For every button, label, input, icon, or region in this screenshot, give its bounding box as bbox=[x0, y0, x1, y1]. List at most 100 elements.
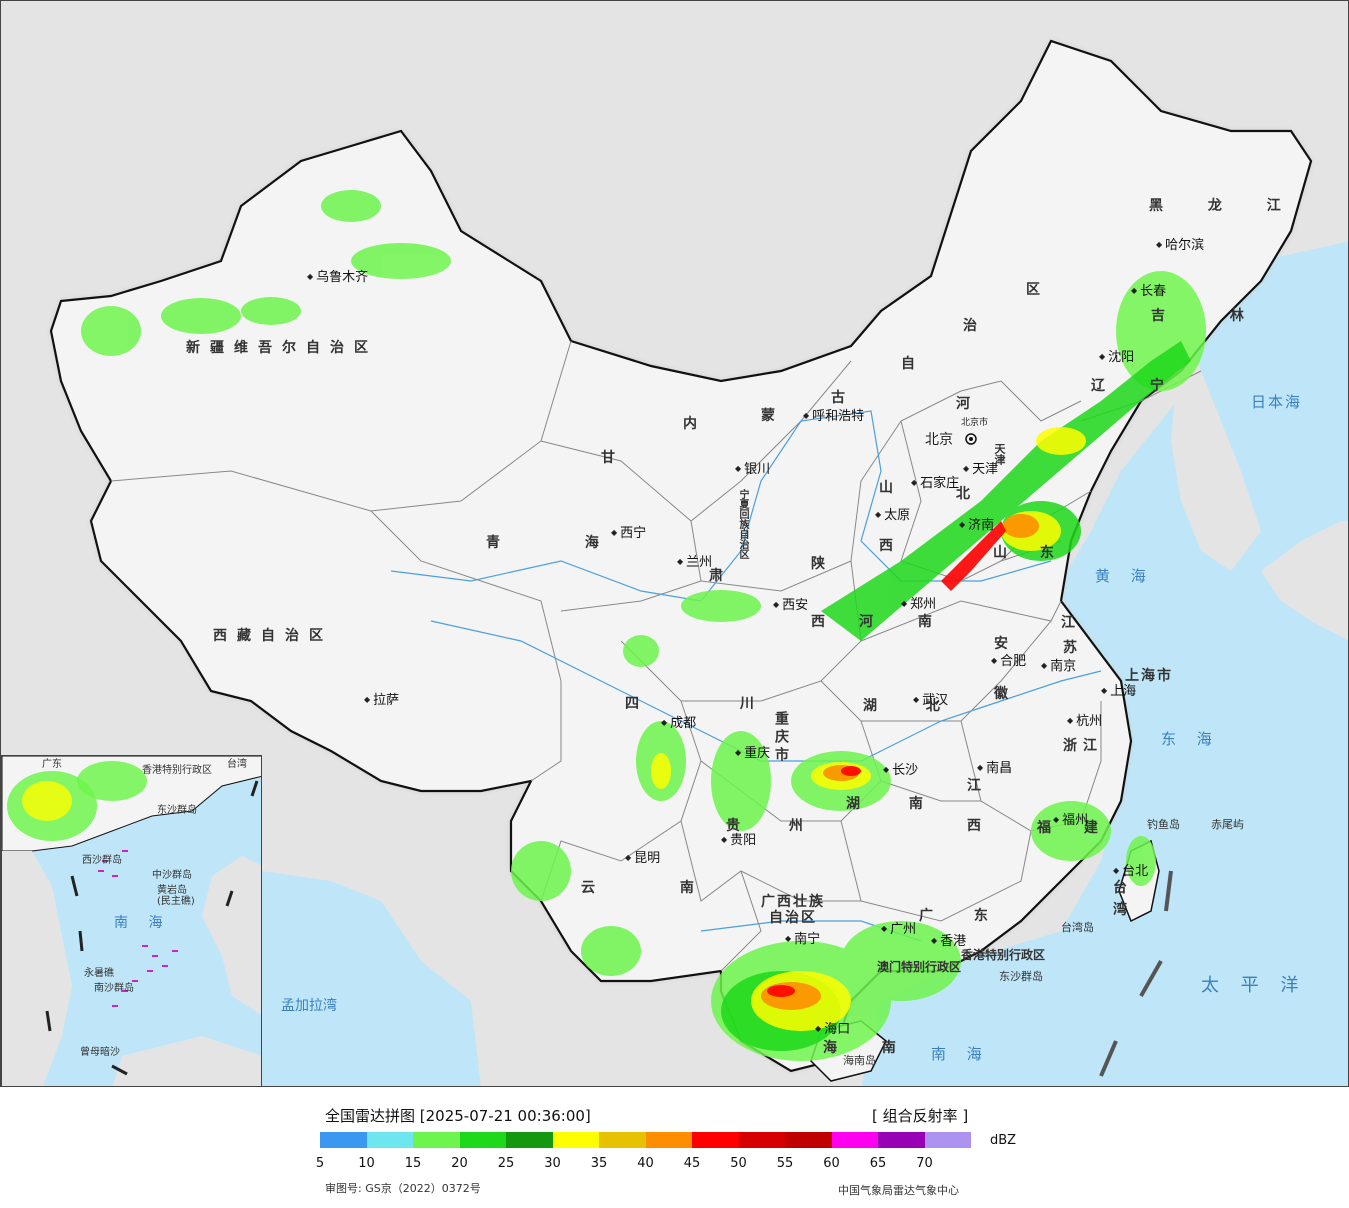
inset-indochina bbox=[2, 851, 72, 1086]
province-label-jilin: 吉 林 bbox=[1151, 308, 1274, 324]
city-guangzhou: 广州 bbox=[881, 923, 916, 936]
legend-swatch-15 bbox=[413, 1132, 460, 1148]
province-label-jiangsu-2: 苏 bbox=[1063, 640, 1087, 656]
city-urumqi: 乌鲁木齐 bbox=[307, 271, 368, 284]
city-lanzhou: 兰州 bbox=[677, 556, 712, 569]
legend-swatch-45 bbox=[692, 1132, 739, 1148]
legend-tick-25: 25 bbox=[497, 1156, 515, 1171]
legend-ticks: 5 10 15 20 25 30 35 40 45 50 55 60 65 70 bbox=[316, 1156, 980, 1172]
legend-swatch-30 bbox=[552, 1132, 599, 1148]
korea-peninsula bbox=[1171, 371, 1261, 571]
city-xining: 西宁 bbox=[611, 527, 646, 540]
province-label-gansu-2: 肃 bbox=[709, 568, 733, 584]
city-shanghai: 上海 bbox=[1101, 685, 1136, 698]
radar-echoes bbox=[81, 190, 1206, 1061]
legend-tick-50: 50 bbox=[730, 1156, 747, 1171]
inset-canvas bbox=[2, 756, 261, 1086]
city-changsha: 长沙 bbox=[883, 764, 918, 777]
south-china-sea-inset: 香港特别行政区 台湾 东沙群岛 广东 西沙群岛 中沙群岛 黄岩岛 (民主礁) 南… bbox=[1, 755, 262, 1086]
province-label-liaoning: 辽 宁 bbox=[1091, 378, 1184, 394]
city-chongqing: 重庆 bbox=[735, 747, 770, 760]
province-label-jiangsu-1: 江 bbox=[1061, 615, 1085, 631]
sea-japan: 日本海 bbox=[1251, 393, 1303, 411]
province-label-jiangxi-1: 江 bbox=[967, 778, 991, 794]
province-label-neimenggu-6: 区 bbox=[1026, 282, 1050, 298]
province-label-qinghai: 青 海 bbox=[486, 535, 639, 551]
legend-tick-65: 65 bbox=[869, 1156, 887, 1171]
map-approval-number: 审图号: GS京（2022）0372号 bbox=[325, 1182, 481, 1195]
inset-hk-label: 香港特别行政区 bbox=[142, 765, 212, 776]
city-fuzhou: 福州 bbox=[1053, 814, 1088, 827]
island-dongsha: 东沙群岛 bbox=[999, 970, 1043, 983]
sea-yellow: 黄 海 bbox=[1095, 567, 1154, 585]
inset-south-sea-label: 南 海 bbox=[114, 915, 171, 931]
island-diaoyu: 钓鱼岛 bbox=[1147, 818, 1180, 831]
city-beijing: 北京 bbox=[925, 432, 953, 448]
city-chengdu: 成都 bbox=[661, 717, 696, 730]
province-label-xinjiang: 新疆维吾尔自治区 bbox=[186, 340, 378, 356]
province-label-shanghai: 上海市 bbox=[1125, 668, 1173, 684]
legend-color-bar bbox=[320, 1132, 971, 1148]
legend-panel: 全国雷达拼图 [2025-07-21 00:36:00] [ 组合反射率 ] 5… bbox=[0, 1087, 1349, 1208]
dashed-boundary bbox=[1099, 870, 1173, 1077]
legend-swatch-55 bbox=[785, 1132, 832, 1148]
legend-title: 全国雷达拼图 [2025-07-21 00:36:00] bbox=[325, 1107, 591, 1125]
city-beijing-shi: 北京市 bbox=[961, 418, 989, 428]
province-label-ningxia: 宁夏回族自治区 bbox=[737, 489, 748, 559]
island-taiwan: 台湾岛 bbox=[1061, 921, 1094, 934]
city-nanning: 南宁 bbox=[785, 933, 820, 946]
city-shijiazhuang: 石家庄 bbox=[911, 477, 959, 490]
sea-bay-of-bengal: 孟加拉湾 bbox=[281, 998, 337, 1014]
legend-tick-20: 20 bbox=[451, 1156, 468, 1171]
legend-tick-10: 10 bbox=[358, 1156, 375, 1171]
legend-swatch-65 bbox=[878, 1132, 925, 1148]
city-changchun: 长春 bbox=[1131, 285, 1166, 298]
city-tianjin: 天津 bbox=[963, 463, 998, 476]
province-label-hunan: 湖 南 bbox=[846, 796, 945, 812]
inset-philippines bbox=[202, 856, 261, 1015]
city-wuhan: 武汉 bbox=[913, 694, 948, 707]
province-label-taiwan-1: 台 bbox=[1113, 880, 1137, 896]
city-guiyang: 贵阳 bbox=[721, 834, 756, 847]
city-nanchang: 南昌 bbox=[977, 762, 1012, 775]
province-label-xizang: 西藏自治区 bbox=[213, 628, 333, 644]
province-label-zhejiang: 浙江 bbox=[1063, 738, 1103, 754]
city-kunming: 昆明 bbox=[625, 852, 660, 865]
inset-yongshu-label: 永暑礁 bbox=[84, 968, 114, 979]
city-zhengzhou: 郑州 bbox=[901, 598, 936, 611]
province-label-taiwan-2: 湾 bbox=[1113, 902, 1137, 918]
inset-zengmu-label: 曾母暗沙 bbox=[80, 1047, 120, 1058]
province-label-jiangxi-2: 西 bbox=[967, 818, 991, 834]
city-hongkong: 香港 bbox=[931, 935, 966, 948]
city-yinchuan: 银川 bbox=[735, 463, 770, 476]
legend-tick-55: 55 bbox=[776, 1156, 794, 1171]
city-haikou: 海口 bbox=[815, 1023, 850, 1036]
province-label-heilongjiang: 黑 龙 江 bbox=[1149, 198, 1301, 214]
province-label-shanxi-1: 山 bbox=[879, 480, 903, 496]
inset-minzhu-label: (民主礁) bbox=[157, 896, 195, 907]
legend-tick-30: 30 bbox=[544, 1156, 561, 1171]
city-lhasa: 拉萨 bbox=[364, 694, 399, 707]
legend-swatch-10 bbox=[366, 1132, 413, 1148]
province-label-hk: 香港特别行政区 bbox=[961, 948, 1046, 962]
province-label-chongqing: 重庆市 bbox=[773, 711, 789, 765]
island-chiwei: 赤尾屿 bbox=[1211, 818, 1244, 831]
province-label-shaanxi-2: 西 bbox=[811, 614, 835, 630]
legend-swatch-5 bbox=[320, 1132, 367, 1148]
inset-nansha-label: 南沙群岛 bbox=[94, 983, 134, 994]
province-label-guangdong: 广 东 bbox=[919, 908, 1006, 924]
province-label-neimenggu-2: 蒙 bbox=[761, 408, 785, 424]
legend-swatch-70 bbox=[924, 1132, 971, 1148]
legend-unit: dBZ bbox=[990, 1133, 1017, 1148]
city-taiyuan: 太原 bbox=[875, 509, 910, 522]
legend-tick-35: 35 bbox=[590, 1156, 608, 1171]
sea-south: 南 海 bbox=[931, 1045, 990, 1063]
province-label-neimenggu-3: 古 bbox=[831, 390, 855, 406]
city-shenyang: 沈阳 bbox=[1099, 351, 1134, 364]
province-label-hebei-1: 河 bbox=[956, 396, 980, 412]
legend-swatch-35 bbox=[599, 1132, 646, 1148]
radar-map[interactable]: 新疆维吾尔自治区 西藏自治区 青 海 甘 肃 内 蒙 古 自 治 区 黑 龙 江… bbox=[0, 0, 1349, 1087]
province-label-macau: 澳门特别行政区 bbox=[877, 960, 962, 974]
province-label-neimenggu-4: 自 bbox=[901, 356, 925, 372]
province-label-sichuan: 四 川 bbox=[625, 696, 802, 712]
